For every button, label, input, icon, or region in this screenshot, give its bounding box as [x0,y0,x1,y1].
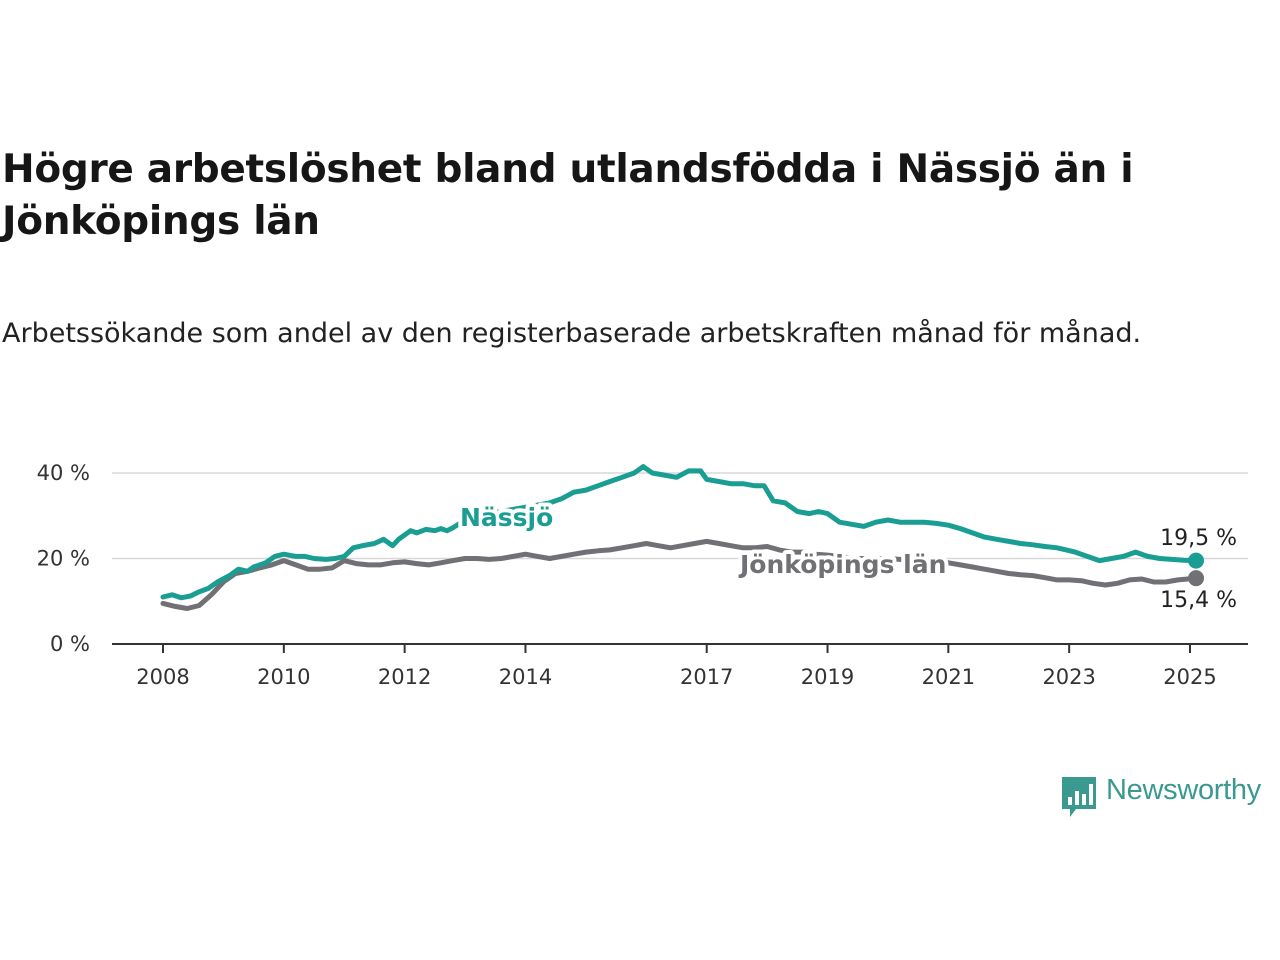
series-label-jonkopings-lan: Jönköpings län [738,550,946,579]
x-axis: 2008 2010 2012 2014 2017 2019 2021 2023 2025 [112,643,1248,689]
x-tick-label: 2012 [378,665,431,689]
series-line-jonkopings-lan [160,538,1199,611]
series-label-nassjo-halo: Nässjö [460,503,553,532]
chart-subtitle: Arbetssökande som andel av den registerb… [2,318,1142,349]
end-label-jonkopings-lan: 15,4 % [1160,588,1237,613]
x-tick-label: 2023 [1042,665,1095,689]
y-tick-label: 0 % [50,632,90,656]
series-label-jonkopings-lan-halo: Jönköpings län [738,550,946,579]
newsworthy-logo-icon [1062,777,1096,817]
x-tick-label: 2021 [922,665,975,689]
x-tick-label: 2010 [257,665,310,689]
y-tick-label: 20 % [37,547,90,571]
series-label-nassjo: Nässjö [460,503,553,532]
series-lines [160,464,1205,611]
brand-name: Newsworthy [1106,774,1261,806]
end-label-nassjo: 19,5 % [1160,526,1237,551]
newsworthy-logo: Newsworthy [1060,773,1280,819]
chart-title: Högre arbetslöshet bland utlandsfödda i … [2,147,1134,244]
x-tick-label: 2008 [136,665,189,689]
x-tick-label: 2019 [801,665,854,689]
y-tick-label: 40 % [37,461,90,485]
x-tick-label: 2025 [1163,665,1216,689]
y-axis: 0 % 20 % 40 % [37,461,90,656]
line-chart: 0 % 20 % 40 % 2008 2010 2012 2014 2017 2019 2021… [37,461,1248,689]
end-point-jonkopings-lan [1188,570,1205,587]
x-tick-label: 2017 [680,665,733,689]
x-tick-label: 2014 [499,665,552,689]
series-line-nassjo [160,464,1199,601]
end-point-nassjo [1188,552,1205,569]
